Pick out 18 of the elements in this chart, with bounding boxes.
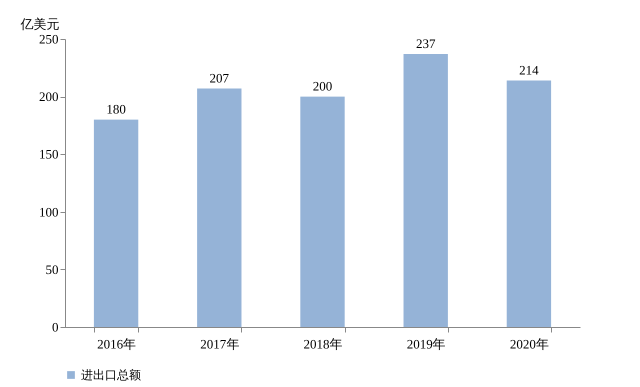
legend-label: 进出口总额: [81, 368, 141, 382]
data-label: 207: [210, 70, 230, 86]
y-tick-label: 0: [52, 320, 58, 334]
data-label: 237: [416, 36, 436, 51]
x-tick-label: 2020年: [510, 336, 549, 352]
data-label: 200: [312, 78, 332, 94]
y-axis-title: 亿美元: [20, 16, 60, 32]
y-tick-label: 200: [39, 89, 58, 104]
data-label: 214: [519, 62, 540, 78]
data-label: 180: [106, 102, 126, 117]
y-tick-label: 150: [39, 146, 58, 162]
x-tick-label: 2017年: [200, 336, 240, 352]
y-tick-label: 100: [39, 204, 58, 220]
x-tick-label: 2018年: [304, 336, 342, 352]
y-tick-label: 250: [39, 32, 58, 46]
x-tick-label: 2016年: [97, 336, 136, 352]
y-tick-label: 50: [46, 262, 58, 277]
x-tick-label: 2019年: [406, 336, 446, 352]
